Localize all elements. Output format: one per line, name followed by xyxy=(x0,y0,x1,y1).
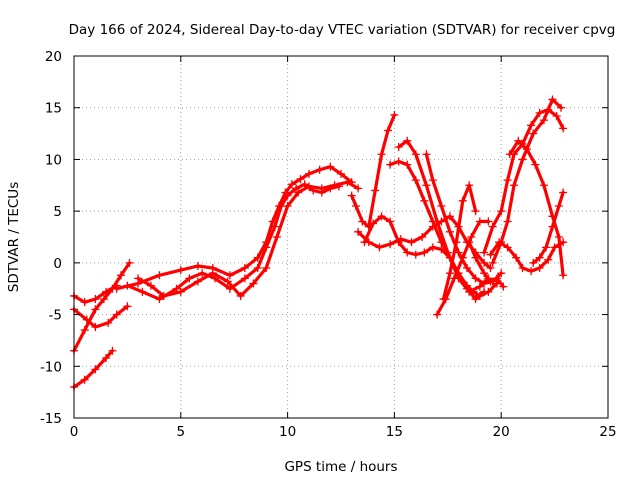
x-tick-label: 25 xyxy=(599,424,616,440)
y-tick-label: -5 xyxy=(49,308,62,324)
x-tick-label: 15 xyxy=(386,424,403,440)
y-tick-label: 10 xyxy=(45,152,62,168)
chart-title: Day 166 of 2024, Sidereal Day-to-day VTE… xyxy=(69,22,616,38)
x-tick-label: 0 xyxy=(70,424,79,440)
chart-background xyxy=(0,0,640,480)
x-tick-label: 20 xyxy=(493,424,510,440)
y-tick-label: -10 xyxy=(40,359,62,375)
y-tick-label: 15 xyxy=(45,101,62,117)
x-tick-label: 5 xyxy=(177,424,186,440)
y-tick-label: 20 xyxy=(45,49,62,65)
y-tick-label: -15 xyxy=(40,411,62,427)
sdtvar-chart: Day 166 of 2024, Sidereal Day-to-day VTE… xyxy=(0,0,640,480)
x-tick-label: 10 xyxy=(279,424,296,440)
y-tick-label: 5 xyxy=(53,204,62,220)
x-axis-label: GPS time / hours xyxy=(284,459,397,475)
y-axis-label: SDTVAR / TECUs xyxy=(6,182,22,292)
y-tick-label: 0 xyxy=(53,256,62,272)
